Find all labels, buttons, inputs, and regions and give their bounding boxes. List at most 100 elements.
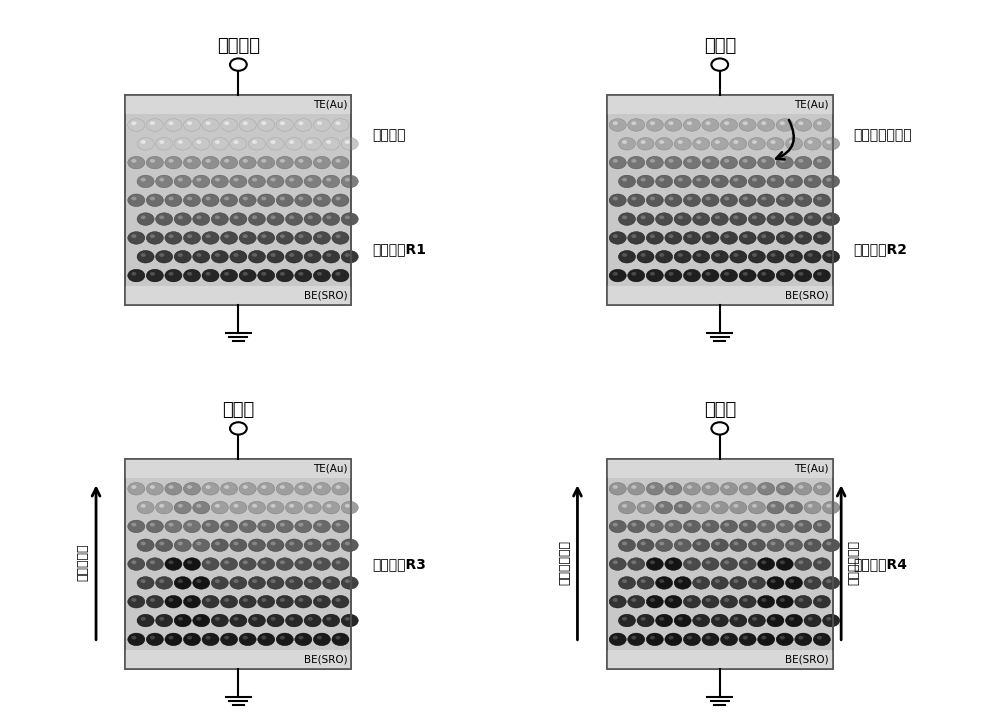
Circle shape bbox=[711, 614, 728, 627]
Circle shape bbox=[168, 159, 174, 163]
Circle shape bbox=[221, 157, 238, 169]
Circle shape bbox=[341, 501, 358, 514]
Circle shape bbox=[248, 250, 265, 263]
Circle shape bbox=[187, 636, 192, 639]
Circle shape bbox=[724, 122, 729, 125]
Circle shape bbox=[609, 633, 626, 646]
Circle shape bbox=[817, 159, 822, 163]
Circle shape bbox=[609, 483, 626, 495]
Circle shape bbox=[687, 561, 692, 564]
Circle shape bbox=[668, 561, 674, 564]
Circle shape bbox=[215, 617, 220, 621]
Circle shape bbox=[674, 137, 691, 150]
Circle shape bbox=[156, 576, 173, 589]
Circle shape bbox=[261, 272, 266, 276]
Circle shape bbox=[239, 270, 256, 282]
Circle shape bbox=[267, 175, 284, 188]
Circle shape bbox=[706, 122, 711, 125]
Circle shape bbox=[137, 576, 154, 589]
Circle shape bbox=[776, 270, 793, 282]
Circle shape bbox=[826, 178, 831, 182]
Circle shape bbox=[628, 520, 645, 533]
Circle shape bbox=[674, 250, 691, 263]
Circle shape bbox=[313, 633, 330, 646]
Circle shape bbox=[295, 558, 312, 571]
Circle shape bbox=[187, 197, 192, 200]
Circle shape bbox=[628, 119, 645, 132]
Circle shape bbox=[721, 483, 738, 495]
Circle shape bbox=[137, 175, 154, 188]
Circle shape bbox=[739, 558, 756, 571]
Circle shape bbox=[202, 633, 219, 646]
Circle shape bbox=[683, 270, 700, 282]
Circle shape bbox=[165, 194, 182, 207]
Circle shape bbox=[221, 520, 238, 533]
Circle shape bbox=[286, 576, 303, 589]
Circle shape bbox=[628, 270, 645, 282]
Circle shape bbox=[295, 633, 312, 646]
Circle shape bbox=[196, 215, 201, 220]
Circle shape bbox=[789, 215, 794, 220]
Circle shape bbox=[730, 175, 747, 188]
Circle shape bbox=[622, 215, 627, 220]
Circle shape bbox=[743, 197, 748, 200]
Circle shape bbox=[286, 213, 303, 225]
Circle shape bbox=[646, 633, 663, 646]
Circle shape bbox=[665, 157, 682, 169]
Circle shape bbox=[156, 137, 173, 150]
Circle shape bbox=[276, 558, 293, 571]
Circle shape bbox=[706, 636, 711, 639]
Circle shape bbox=[261, 122, 266, 125]
Circle shape bbox=[687, 636, 692, 639]
Circle shape bbox=[206, 235, 211, 238]
Circle shape bbox=[215, 541, 220, 546]
Text: BE(SRO): BE(SRO) bbox=[785, 654, 829, 664]
Circle shape bbox=[724, 235, 729, 238]
Circle shape bbox=[631, 523, 636, 526]
Circle shape bbox=[261, 561, 266, 564]
Circle shape bbox=[211, 175, 228, 188]
Circle shape bbox=[795, 270, 812, 282]
Circle shape bbox=[258, 157, 275, 169]
Circle shape bbox=[174, 501, 191, 514]
Circle shape bbox=[715, 215, 720, 220]
Circle shape bbox=[817, 197, 822, 200]
Circle shape bbox=[813, 194, 830, 207]
Circle shape bbox=[221, 194, 238, 207]
Circle shape bbox=[174, 137, 191, 150]
Circle shape bbox=[258, 119, 275, 132]
Circle shape bbox=[646, 483, 663, 495]
Circle shape bbox=[332, 596, 349, 608]
Circle shape bbox=[665, 483, 682, 495]
Circle shape bbox=[641, 541, 646, 546]
Circle shape bbox=[706, 523, 711, 526]
Circle shape bbox=[776, 558, 793, 571]
Circle shape bbox=[795, 558, 812, 571]
Circle shape bbox=[317, 598, 322, 602]
Circle shape bbox=[758, 483, 775, 495]
Circle shape bbox=[711, 175, 728, 188]
Circle shape bbox=[817, 272, 822, 276]
Circle shape bbox=[141, 617, 146, 621]
Circle shape bbox=[215, 215, 220, 220]
Circle shape bbox=[813, 520, 830, 533]
Circle shape bbox=[789, 579, 794, 583]
Circle shape bbox=[313, 270, 330, 282]
Circle shape bbox=[156, 250, 173, 263]
Circle shape bbox=[711, 423, 728, 435]
Circle shape bbox=[215, 253, 220, 257]
Circle shape bbox=[304, 137, 321, 150]
Circle shape bbox=[817, 485, 822, 489]
Circle shape bbox=[317, 197, 322, 200]
Circle shape bbox=[656, 175, 673, 188]
Circle shape bbox=[239, 157, 256, 169]
Circle shape bbox=[668, 197, 674, 200]
Circle shape bbox=[706, 485, 711, 489]
Circle shape bbox=[637, 539, 654, 551]
Text: 正偏压: 正偏压 bbox=[704, 37, 736, 55]
Circle shape bbox=[715, 579, 720, 583]
Circle shape bbox=[317, 272, 322, 276]
Circle shape bbox=[804, 213, 821, 225]
Circle shape bbox=[823, 137, 840, 150]
Circle shape bbox=[785, 539, 803, 551]
